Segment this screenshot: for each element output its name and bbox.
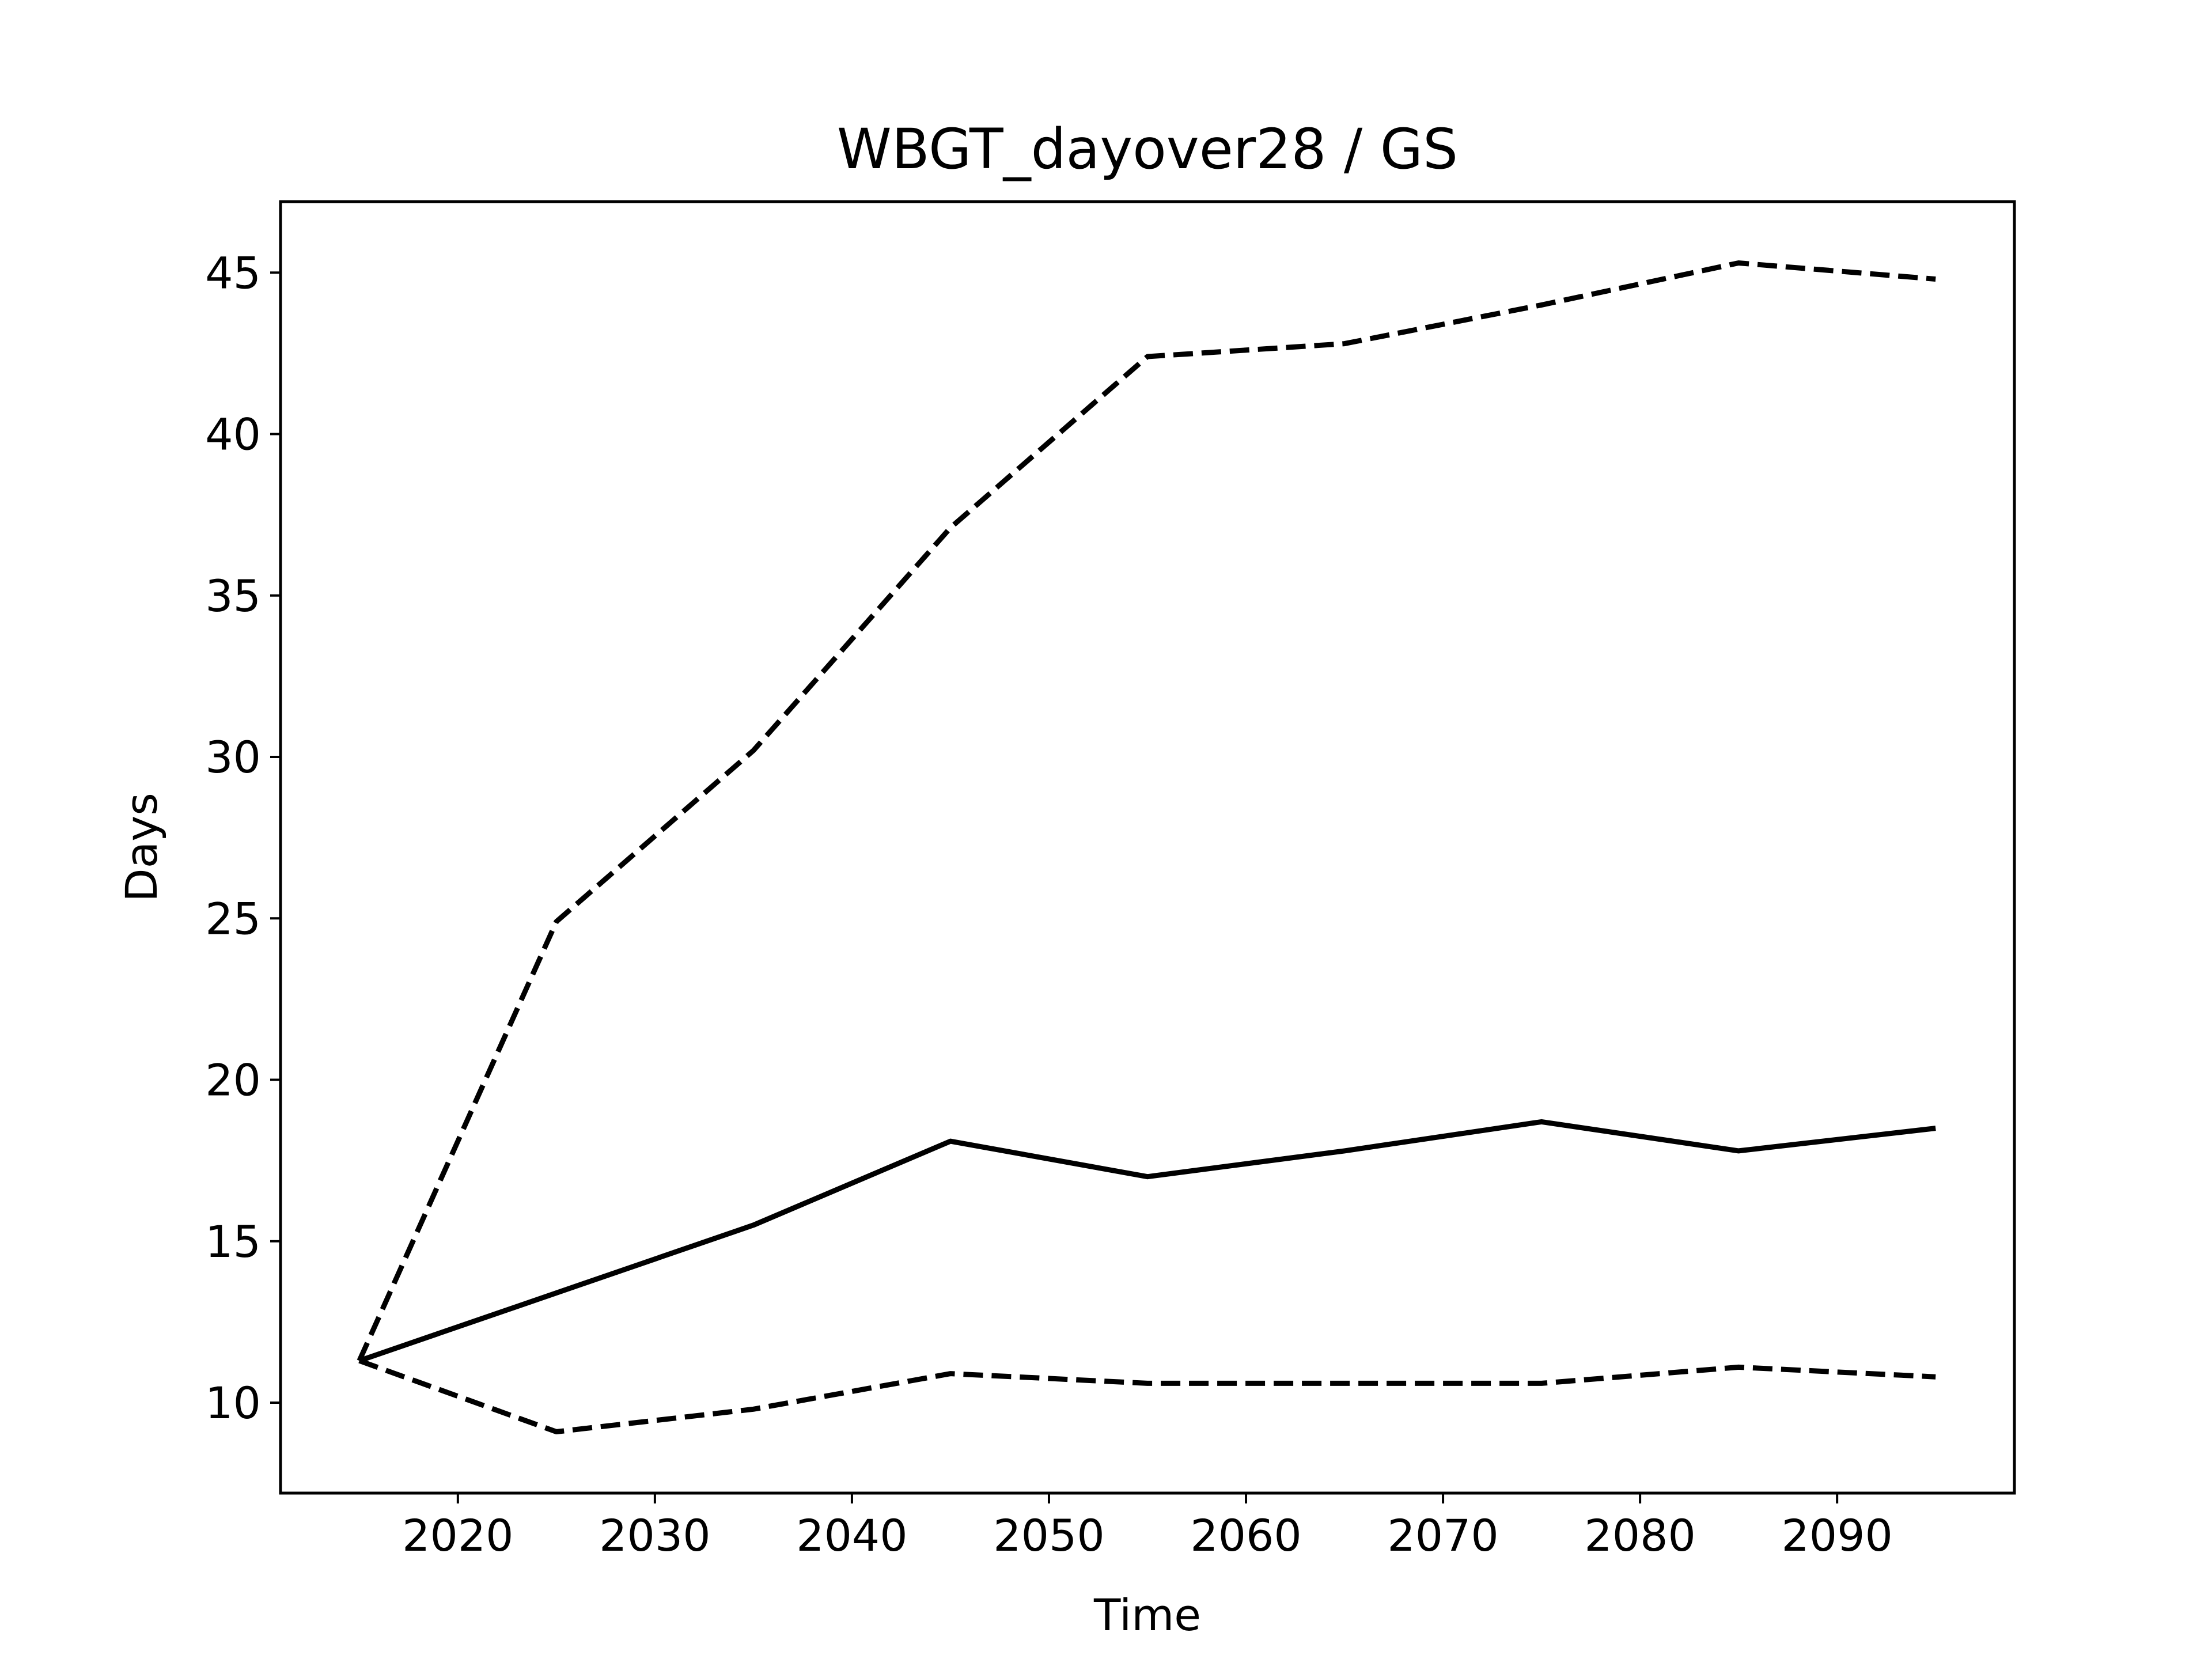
series-line-2: [358, 1119, 1936, 1363]
x-tick-label: 2090: [1781, 1510, 1892, 1561]
series-line-1: [357, 260, 1936, 1362]
series-line-3: [358, 1358, 1936, 1434]
x-tick-label: 2070: [1387, 1510, 1498, 1561]
chart-title: WBGT_dayover28 / GS: [837, 117, 1458, 181]
y-axis-label: Days: [116, 793, 167, 902]
x-tick-label: 2050: [993, 1510, 1104, 1561]
x-axis-label: Time: [1093, 1589, 1201, 1641]
x-tick-label: 2080: [1584, 1510, 1695, 1561]
y-tick-label: 25: [205, 893, 261, 944]
x-tick-label: 2030: [599, 1510, 710, 1561]
y-tick-label: 40: [205, 409, 261, 460]
plot-frame: [279, 200, 2016, 1495]
x-tick-label: 2060: [1190, 1510, 1301, 1561]
y-tick-label: 20: [205, 1055, 261, 1106]
x-tick-label: 2040: [796, 1510, 907, 1561]
y-tick-label: 30: [205, 732, 261, 783]
y-tick-label: 45: [205, 247, 261, 298]
y-axis: 10 15 20 25 30 35 40 45: [205, 247, 281, 1429]
y-tick-label: 10: [205, 1377, 261, 1429]
x-axis: 2020 2030 2040 2050 2060 2070 2080 2090: [402, 1493, 1893, 1561]
series-layer: [357, 260, 1936, 1434]
y-tick-label: 35: [205, 570, 261, 622]
y-tick-label: 15: [205, 1216, 261, 1267]
x-tick-label: 2020: [402, 1510, 513, 1561]
